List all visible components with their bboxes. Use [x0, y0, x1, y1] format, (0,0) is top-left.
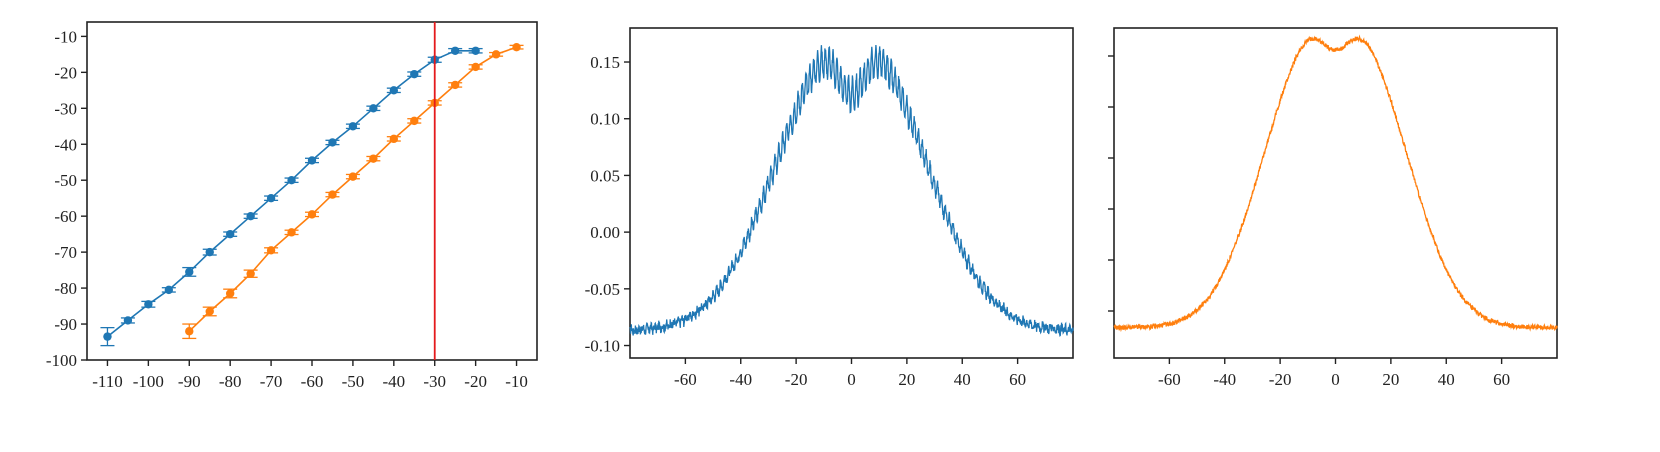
x-tick-label: 0 [1331, 370, 1340, 389]
x-tick-label: 60 [1493, 370, 1510, 389]
x-tick-label: -40 [729, 370, 752, 389]
x-tick-label: -60 [301, 372, 324, 391]
panel-c-transmission: -60 -40 -20 0 20 40 60 [1108, 27, 1558, 389]
data-point [266, 246, 276, 255]
data-point [348, 172, 358, 181]
x-tick-label: -100 [133, 372, 164, 391]
y-tick-label: -60 [54, 207, 77, 226]
x-tick-label: -20 [1269, 370, 1292, 389]
x-tick-label: -110 [92, 372, 123, 391]
x-tick-label: -40 [382, 372, 405, 391]
data-point [491, 50, 501, 59]
data-point [225, 289, 235, 298]
x-tick-label: -40 [1213, 370, 1236, 389]
y-tick-label: 0.05 [590, 166, 620, 185]
y-tick-label: -10 [54, 27, 77, 46]
data-point [348, 122, 358, 131]
spectrum-line [629, 44, 1074, 338]
data-point [287, 176, 296, 185]
x-tick-label: 60 [1009, 370, 1026, 389]
data-point [471, 62, 480, 72]
data-point [144, 300, 153, 309]
data-point [185, 327, 194, 336]
data-point [410, 116, 419, 126]
x-tick-label: -20 [464, 372, 487, 391]
x-tick-label: -20 [785, 370, 808, 389]
data-point [123, 316, 133, 325]
panel-a-scatter-line: -110 -100 -90 -80 -70 -60 -50 -40 -30 -20 -10-100-… [46, 21, 538, 391]
x-tick-label: -30 [423, 372, 446, 391]
data-point [185, 267, 194, 277]
x-tick-label: -70 [260, 372, 283, 391]
data-point [307, 210, 317, 219]
data-point [287, 228, 296, 237]
data-point [103, 332, 112, 341]
x-tick-label: -80 [219, 372, 242, 391]
data-point [307, 156, 317, 165]
x-tick-label: 40 [1438, 370, 1455, 389]
y-tick-label: 0.00 [590, 223, 620, 242]
data-point [471, 46, 480, 55]
y-tick-label: -80 [54, 279, 77, 298]
x-tick-label: 20 [898, 370, 915, 389]
y-tick-label: -40 [54, 135, 77, 154]
data-point [450, 46, 460, 55]
data-point [164, 285, 174, 295]
data-point [266, 193, 276, 203]
plot-frame [1113, 27, 1558, 359]
data-point [369, 104, 378, 113]
data-point [410, 69, 419, 79]
y-tick-label: -50 [54, 171, 77, 190]
series-line-1 [107, 49, 476, 338]
data-point [246, 269, 255, 278]
x-tick-label: 20 [1382, 370, 1399, 389]
x-tick-label: -10 [505, 372, 528, 391]
data-point [512, 42, 521, 52]
y-tick-label: 0.15 [590, 53, 620, 72]
data-point [225, 229, 235, 239]
spectrum-line [1113, 34, 1558, 333]
y-tick-label: -100 [46, 351, 77, 370]
y-tick-label: -0.10 [585, 337, 620, 356]
data-point [389, 134, 399, 144]
data-point [328, 190, 337, 199]
data-point [328, 138, 337, 147]
data-point [450, 80, 460, 90]
panel-b-transmission: -60 -40 -20 0 20 40 60 -0.10 -0.05 0.00 0.05 0.10 0.… [585, 27, 1074, 389]
x-tick-label: -60 [674, 370, 697, 389]
y-tick-label: -20 [54, 63, 77, 82]
y-tick-label: -90 [54, 315, 77, 334]
data-point [246, 211, 255, 221]
y-tick-label: -30 [54, 99, 77, 118]
y-tick-label: -70 [54, 243, 77, 262]
x-tick-label: 40 [954, 370, 971, 389]
data-point [205, 247, 214, 257]
x-tick-label: -50 [342, 372, 365, 391]
y-tick-label: 0.10 [590, 110, 620, 129]
x-tick-label: -90 [178, 372, 201, 391]
data-point [369, 154, 378, 163]
data-point [389, 86, 399, 95]
data-point [205, 307, 214, 316]
x-tick-label: -60 [1158, 370, 1181, 389]
series-line-2 [188, 46, 517, 332]
x-tick-label: 0 [847, 370, 856, 389]
y-tick-label: -0.05 [585, 280, 620, 299]
